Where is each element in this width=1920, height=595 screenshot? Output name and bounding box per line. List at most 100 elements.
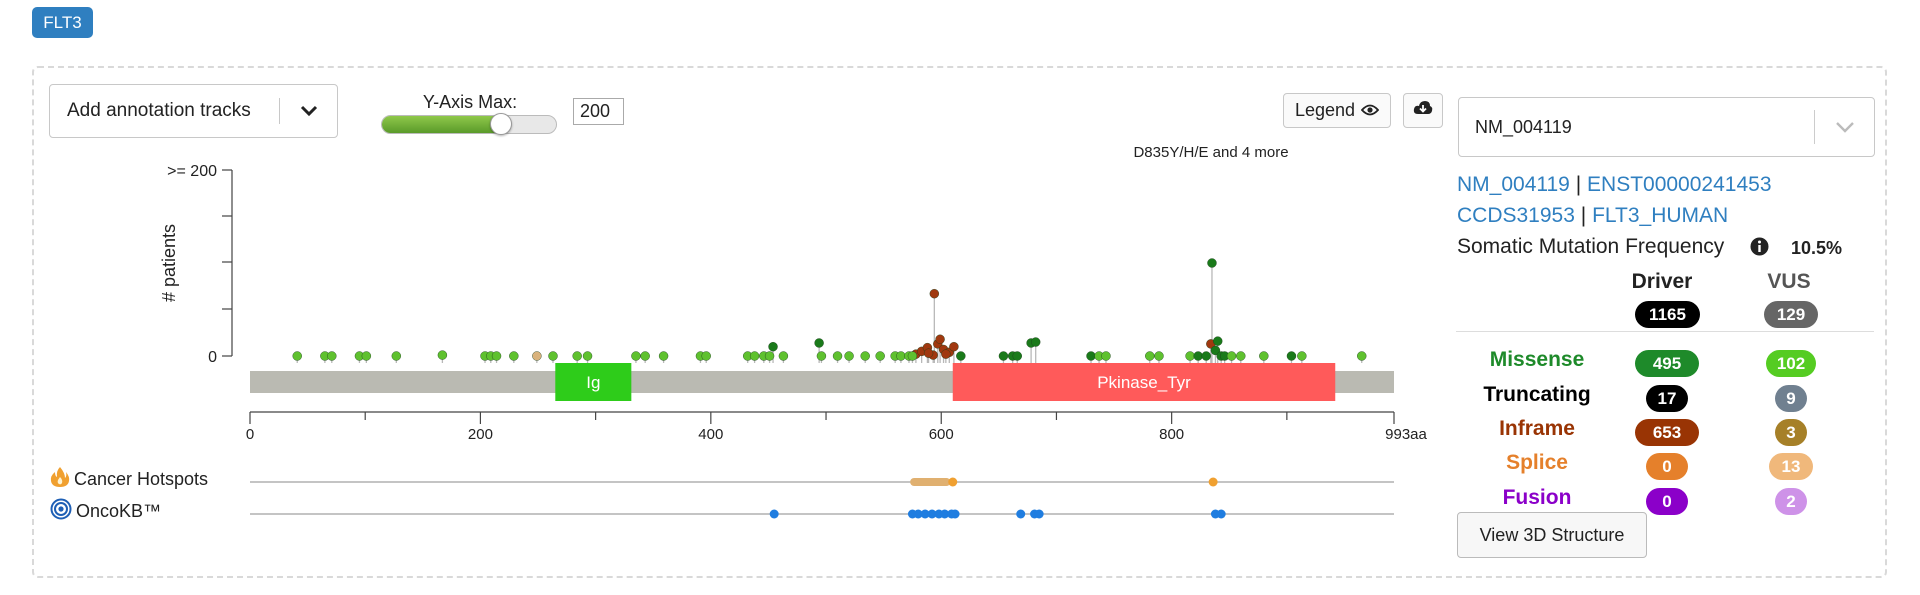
view-3d-structure-button[interactable]: View 3D Structure: [1457, 512, 1647, 558]
protein-domains: Ig Pkinase_Tyr: [555, 363, 1336, 401]
lollipop-plot: >= 200 0 # patients Ig Pkinase_Tyr D835Y/…: [159, 144, 1428, 519]
lollipop-head: [582, 351, 593, 361]
lollipop-head: [814, 338, 824, 348]
info-circle-icon[interactable]: [1750, 237, 1769, 261]
y-axis-ticks: [222, 169, 232, 357]
lollipop-head: [532, 351, 542, 361]
lollipop-head: [941, 349, 951, 359]
y-axis-zero-label: 0: [208, 349, 217, 366]
lollipop-head: [658, 351, 669, 361]
driver-total-badge: 1165: [1635, 301, 1700, 328]
mutation-mapper-panel: [32, 66, 1887, 578]
lollipop-head: [923, 348, 934, 358]
lollipop-head: [778, 351, 789, 361]
lollipop-head: [764, 351, 775, 361]
top-mutation-annotation: D835Y/H/E and 4 more: [1133, 144, 1288, 161]
lollipop-head: [572, 351, 582, 361]
legend-button[interactable]: Legend: [1283, 93, 1391, 128]
oncokb-marker: [1216, 509, 1226, 519]
transcript-ids-line2: CCDS31953 | FLT3_HUMAN: [1457, 204, 1728, 228]
somatic-mutation-frequency-value: 10.5%: [1791, 238, 1843, 258]
lollipop-head: [1236, 351, 1246, 361]
track-markers: [769, 477, 1226, 519]
lollipop-head: [956, 351, 966, 361]
vus-count-badge[interactable]: 2: [1775, 488, 1807, 515]
mutation-type-label[interactable]: Inframe: [1499, 417, 1575, 440]
chevron-down-icon[interactable]: [1815, 121, 1874, 133]
vus-count-badge[interactable]: 102: [1766, 350, 1816, 377]
lollipop-head: [1213, 336, 1223, 346]
lollipop-head: [1259, 351, 1269, 361]
add-annotation-tracks-dropdown[interactable]: Add annotation tracks: [49, 84, 338, 138]
lollipop-head: [640, 351, 650, 361]
lollipop-head: [327, 351, 337, 361]
driver-count-badge[interactable]: 653: [1635, 419, 1699, 446]
driver-count-badge[interactable]: 0: [1646, 488, 1688, 515]
oncokb-marker: [940, 509, 950, 519]
mutation-type-label[interactable]: Truncating: [1483, 383, 1591, 406]
vus-count-badge[interactable]: 13: [1769, 453, 1813, 480]
lollipop-head: [860, 351, 870, 361]
x-tick-label: 0: [246, 426, 254, 443]
lollipop-head: [1210, 345, 1221, 356]
lollipop-head: [1207, 258, 1217, 268]
refseq-link[interactable]: NM_004119: [1457, 173, 1570, 196]
driver-column-header: Driver: [1631, 270, 1693, 293]
lollipop-head: [1357, 351, 1367, 361]
lollipop-head: [292, 351, 302, 361]
driver-count-badge[interactable]: 17: [1646, 385, 1688, 412]
lollipop-head: [1185, 351, 1195, 361]
oncokb-track-label[interactable]: OncoKB™: [50, 498, 161, 525]
y-axis-title: # patients: [159, 224, 179, 302]
lollipop-head: [935, 334, 945, 344]
gene-badge[interactable]: FLT3: [32, 7, 93, 38]
hotspot-region: [910, 478, 951, 486]
y-axis-max-input[interactable]: [573, 98, 624, 125]
slider-fill: [382, 116, 501, 133]
id-separator: |: [1580, 204, 1587, 227]
slider-handle[interactable]: [489, 113, 512, 135]
hotspot-marker: [948, 477, 958, 487]
id-separator: |: [1575, 173, 1582, 196]
table-divider: [1456, 331, 1874, 332]
uniprot-link[interactable]: FLT3_HUMAN: [1592, 204, 1729, 227]
vus-count-badge[interactable]: 3: [1775, 419, 1807, 446]
vus-total-badge: 129: [1764, 301, 1818, 328]
add-annotation-tracks-label: Add annotation tracks: [67, 100, 251, 121]
lollipop-head: [1145, 351, 1155, 361]
lollipop-head: [391, 351, 402, 361]
lollipop-head: [548, 351, 558, 361]
mutation-type-label[interactable]: Fusion: [1502, 486, 1572, 509]
download-button[interactable]: [1403, 93, 1443, 128]
lollipop-head: [1012, 351, 1022, 361]
vus-column-header: VUS: [1767, 270, 1811, 293]
lollipop-head: [437, 350, 448, 360]
mutation-type-label[interactable]: Missense: [1489, 348, 1585, 371]
eye-icon: [1360, 100, 1380, 121]
vus-count-badge[interactable]: 9: [1775, 385, 1807, 412]
cancer-hotspots-label: Cancer Hotspots: [74, 469, 209, 489]
transcript-select[interactable]: NM_004119: [1458, 97, 1875, 157]
mutation-type-label[interactable]: Splice: [1506, 451, 1568, 474]
somatic-mutation-frequency-label: Somatic Mutation Frequency: [1457, 235, 1725, 258]
chevron-down-icon[interactable]: [280, 105, 337, 117]
driver-count-badge[interactable]: 495: [1635, 350, 1699, 377]
transcript-ids-line1: NM_004119 | ENST00000241453: [1457, 173, 1772, 197]
cancer-hotspots-track-label[interactable]: Cancer Hotspots: [50, 466, 208, 493]
oncokb-marker: [950, 509, 960, 519]
lollipop-head: [701, 351, 711, 361]
lollipop-head: [768, 342, 778, 352]
lollipop-head: [491, 351, 502, 361]
x-tick-label: 400: [698, 426, 723, 443]
x-tick-label: 993aa: [1385, 426, 1427, 443]
lollipop-head: [749, 351, 760, 361]
ccds-link[interactable]: CCDS31953: [1457, 204, 1575, 227]
ensembl-link[interactable]: ENST00000241453: [1587, 173, 1772, 196]
lollipop-head: [1297, 351, 1307, 361]
lollipop-head: [1193, 351, 1203, 361]
driver-count-badge[interactable]: 0: [1646, 453, 1688, 480]
y-axis-max-slider[interactable]: [381, 115, 557, 134]
y-axis-top-label: >= 200: [167, 163, 217, 180]
domain-label: Pkinase_Tyr: [1097, 373, 1191, 392]
oncokb-marker: [1034, 509, 1044, 519]
